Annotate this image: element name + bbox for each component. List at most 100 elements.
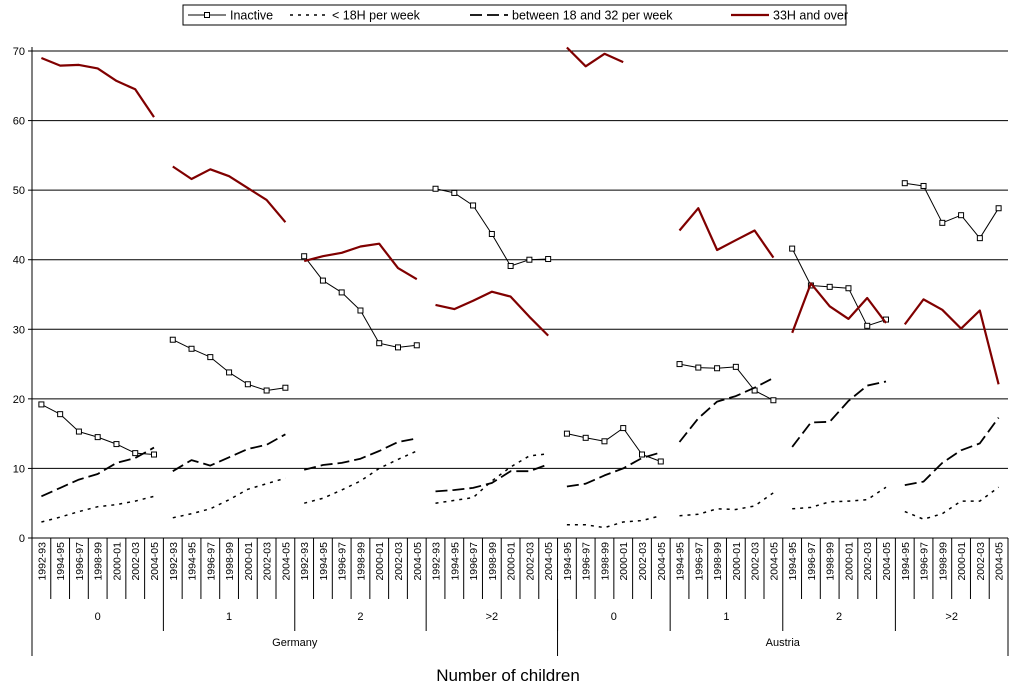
period-label: 2002-03 <box>524 542 536 581</box>
period-label: 1998-99 <box>825 542 837 581</box>
series-point-inactive <box>676 361 683 368</box>
group-label: 0 <box>95 611 101 623</box>
series-point-inactive <box>845 285 852 292</box>
series-point-inactive <box>920 182 927 189</box>
series-point-inactive <box>695 364 702 371</box>
series-line-over33 <box>566 46 624 68</box>
group-label: 1 <box>226 611 232 623</box>
series-point-inactive <box>770 397 777 404</box>
y-tick-label: 60 <box>13 116 25 128</box>
period-label: 1998-99 <box>937 542 949 581</box>
period-label: 1996-97 <box>74 542 86 581</box>
series-point-inactive <box>338 289 345 296</box>
series-point-inactive <box>94 434 101 441</box>
period-label: 2000-01 <box>731 542 743 581</box>
period-label: 2000-01 <box>506 542 518 581</box>
period-label: 2002-03 <box>637 542 649 581</box>
period-label: 2002-03 <box>750 542 762 581</box>
period-label: 1994-95 <box>55 542 67 581</box>
series-line-between18_32 <box>791 380 887 448</box>
series-line-over33 <box>903 298 1000 385</box>
period-label: 2004-05 <box>412 542 424 581</box>
period-label: 2002-03 <box>393 542 405 581</box>
group-label: 2 <box>836 611 842 623</box>
period-label: 1992-93 <box>36 542 48 581</box>
series-line-under18 <box>172 477 286 519</box>
period-label: 1998-99 <box>355 542 367 581</box>
series-point-inactive <box>132 450 139 457</box>
series-line-between18_32 <box>435 463 549 493</box>
y-tick-label: 0 <box>19 533 25 545</box>
legend-label: between 18 and 32 per week <box>512 9 673 23</box>
series-line-over33 <box>435 290 549 337</box>
series-point-inactive <box>470 202 477 209</box>
period-label: 1994-95 <box>187 542 199 581</box>
series-layer <box>38 46 1002 529</box>
period-label: 1996-97 <box>205 542 217 581</box>
period-label: 2004-05 <box>280 542 292 581</box>
series-point-inactive <box>207 354 214 361</box>
legend-label: Inactive <box>230 9 273 23</box>
series-line-between18_32 <box>904 417 1000 486</box>
y-axis: 0 10 20 30 40 50 60 70 <box>13 46 32 545</box>
period-label: 2000-01 <box>111 542 123 581</box>
group-label: 0 <box>611 611 617 623</box>
group-label: 2 <box>357 611 363 623</box>
x-axis-title: Number of children <box>436 666 580 685</box>
series-point-inactive <box>582 434 589 441</box>
period-label: 2002-03 <box>262 542 274 581</box>
series-point-inactive <box>545 256 552 263</box>
series-point-inactive <box>38 401 45 408</box>
series-line-inactive <box>904 182 1000 239</box>
series-line-under18 <box>904 486 1000 520</box>
series-point-inactive <box>620 425 627 432</box>
period-label: 2000-01 <box>843 542 855 581</box>
series-point-inactive <box>789 245 796 252</box>
series-line-between18_32 <box>41 446 155 498</box>
period-label: 2004-05 <box>656 542 668 581</box>
series-line-inactive <box>679 363 774 401</box>
period-label: 1994-95 <box>900 542 912 581</box>
series-line-inactive <box>791 248 887 327</box>
series-line-between18_32 <box>172 433 286 472</box>
y-tick-label: 50 <box>13 185 25 197</box>
legend-marker <box>204 12 210 18</box>
legend-label: < 18H per week <box>332 9 421 23</box>
period-label: 2004-05 <box>543 542 555 581</box>
series-point-inactive <box>301 253 308 260</box>
series-line-inactive <box>435 188 549 267</box>
series-line-between18_32 <box>303 437 417 471</box>
series-line-under18 <box>679 492 774 517</box>
period-label: 1998-99 <box>599 542 611 581</box>
series-point-inactive <box>395 344 401 351</box>
series-line-over33 <box>791 282 887 334</box>
series-point-inactive <box>188 345 195 352</box>
period-label: 1998-99 <box>93 542 105 581</box>
period-label: 1996-97 <box>919 542 931 581</box>
series-line-under18 <box>435 453 549 504</box>
group-label: 1 <box>723 611 729 623</box>
series-point-inactive <box>639 451 645 458</box>
series-point-inactive <box>413 342 420 349</box>
country-label: Austria <box>766 637 801 649</box>
series-line-under18 <box>304 450 418 504</box>
series-point-inactive <box>826 283 833 290</box>
series-line-over33 <box>678 207 775 259</box>
period-label: 1992-93 <box>168 542 180 581</box>
y-tick-label: 70 <box>13 46 25 58</box>
period-label: 1994-95 <box>562 542 574 581</box>
period-label: 1998-99 <box>712 542 724 581</box>
series-line-over33 <box>40 56 155 118</box>
series-point-inactive <box>976 235 983 242</box>
series-point-inactive <box>151 451 157 458</box>
period-label: 1996-97 <box>806 542 818 581</box>
series-point-inactive <box>169 336 176 343</box>
series-point-inactive <box>507 262 514 269</box>
period-label: 2004-05 <box>994 542 1006 581</box>
period-label: 1998-99 <box>224 542 236 581</box>
series-line-over33 <box>172 165 287 223</box>
series-point-inactive <box>488 230 495 237</box>
series-point-inactive <box>958 212 965 219</box>
series-point-inactive <box>113 441 120 448</box>
